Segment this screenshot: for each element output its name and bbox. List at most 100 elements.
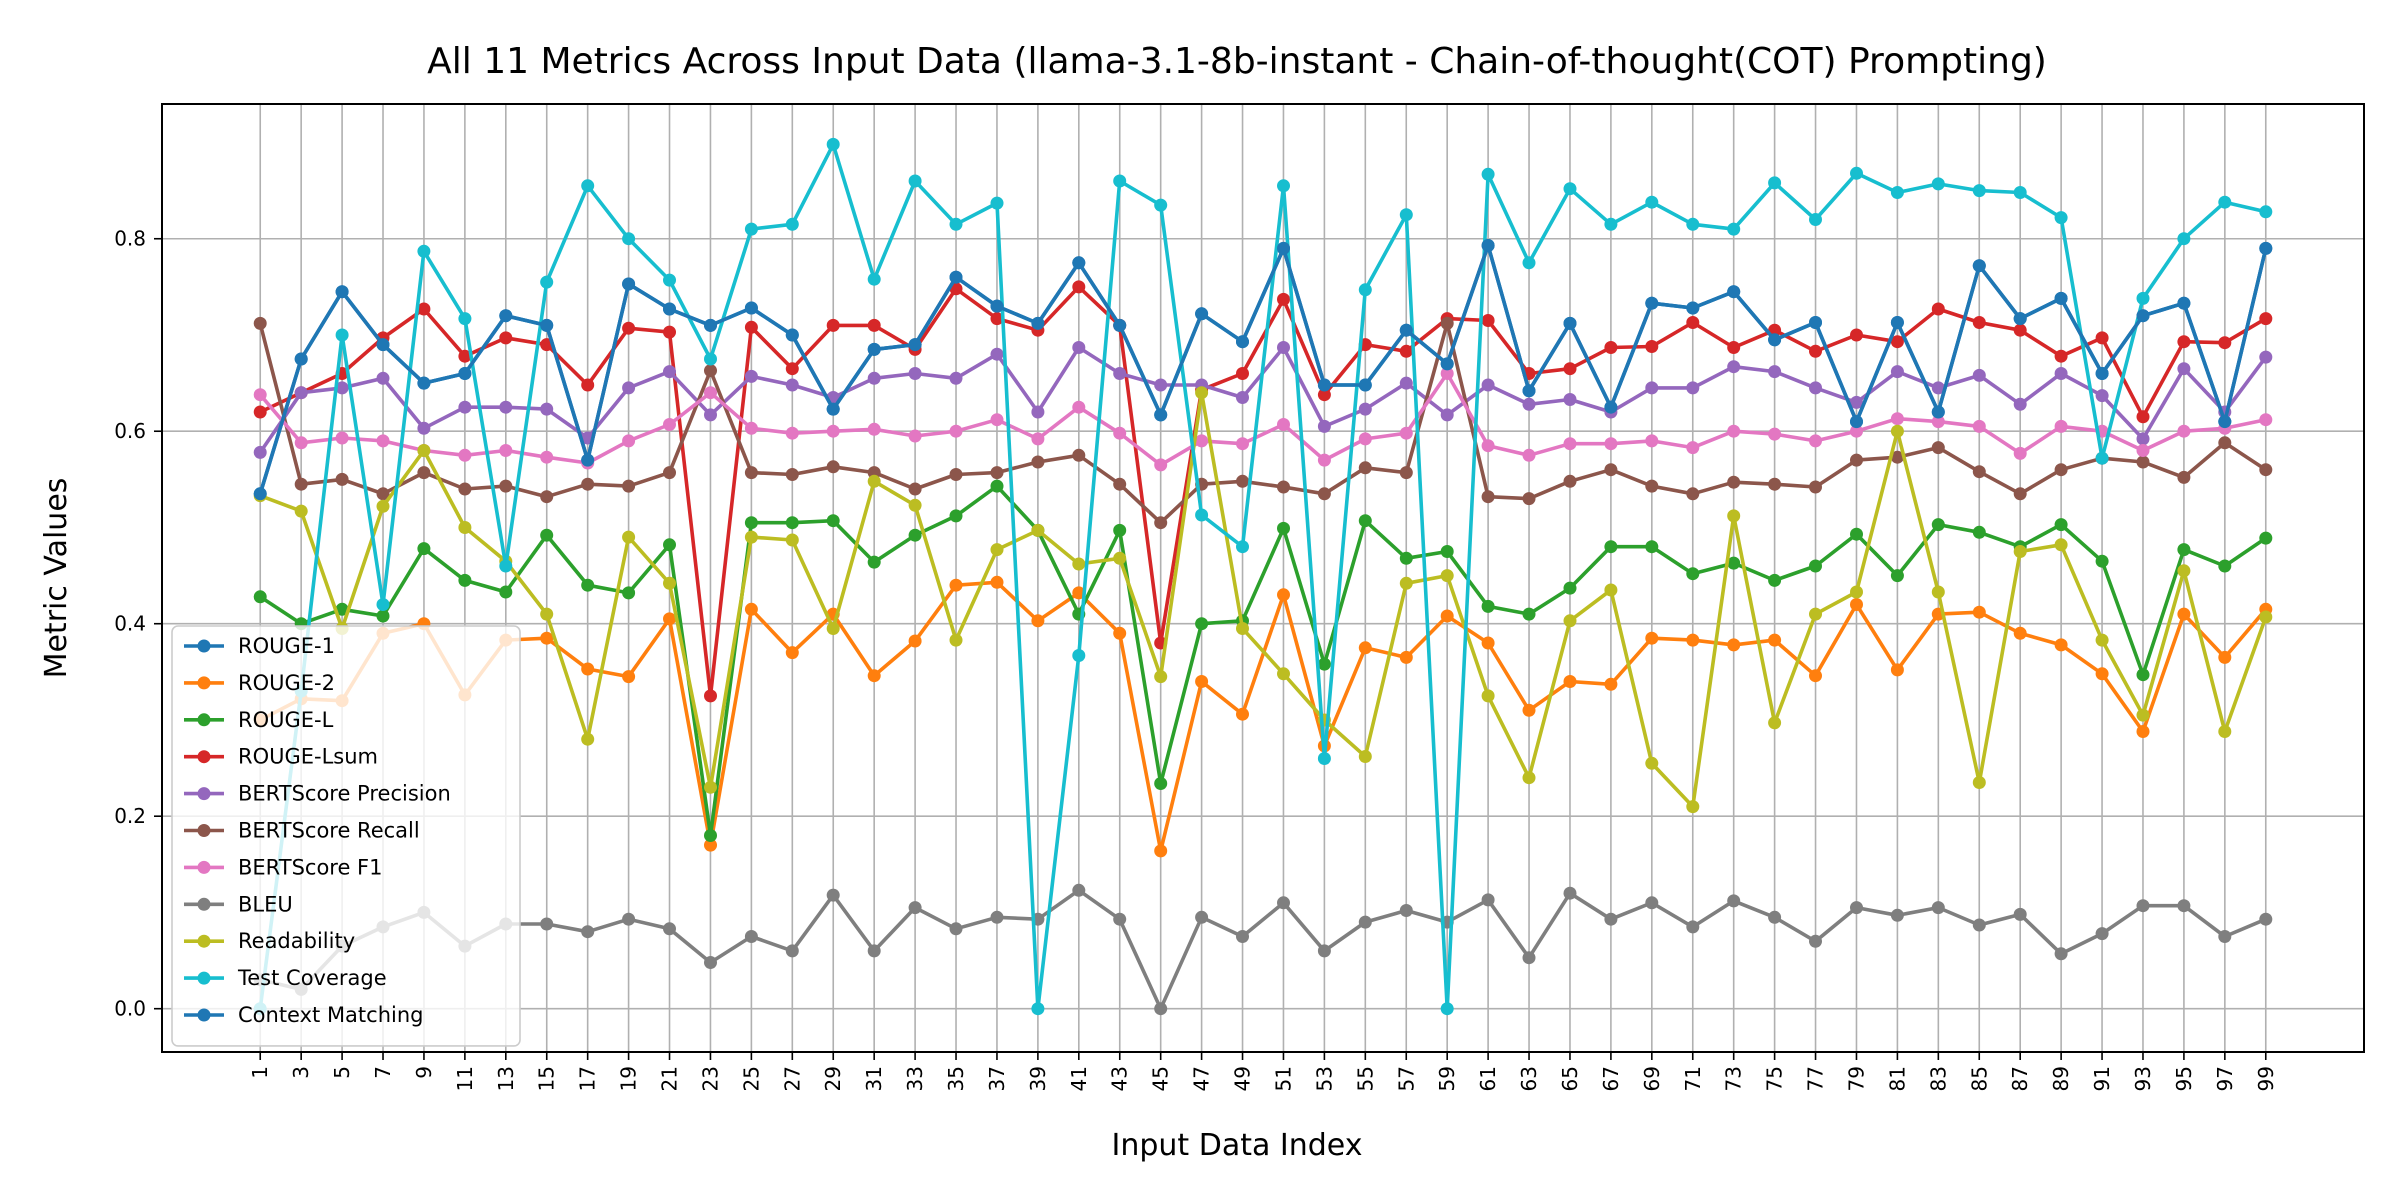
data-point [704,364,717,378]
data-point [2054,367,2068,380]
data-point [1113,551,1127,565]
data-point [2136,455,2150,469]
data-point [540,450,554,464]
data-point [2095,451,2109,465]
data-point [1931,585,1945,599]
data-point [540,528,554,542]
data-point [908,482,922,496]
legend-item: ROUGE-1 [184,634,335,658]
data-point [2177,543,2191,557]
data-point [663,576,676,590]
data-point [1399,208,1413,222]
data-point [1358,432,1372,446]
data-point [2013,487,2027,501]
data-point [826,514,840,528]
data-point [499,479,513,493]
data-point [1113,912,1127,926]
data-point [1972,316,1986,329]
data-point [2259,205,2273,219]
data-point [2136,410,2150,424]
data-point [1850,598,1863,611]
data-point [1809,559,1822,573]
legend-label: ROUGE-2 [238,671,335,695]
x-tick-label: 15 [535,1066,559,1091]
x-tick-label: 1 [248,1066,272,1079]
data-point [1399,466,1413,480]
data-point [2054,419,2068,433]
data-point [540,490,554,504]
data-point [1317,752,1331,765]
data-point [253,405,267,419]
data-point [2177,899,2191,913]
x-tick-label: 39 [1026,1066,1050,1091]
data-point [1604,677,1618,691]
data-point [990,466,1004,480]
data-point [1931,441,1945,455]
data-point [785,378,799,392]
data-point [2136,899,2150,913]
data-point [1890,908,1904,922]
data-point [2013,323,2027,337]
x-tick-label: 31 [862,1066,886,1091]
data-point [1358,461,1372,475]
data-point [2218,415,2232,429]
data-point [1686,633,1700,647]
data-point [1072,280,1086,294]
data-point [499,585,513,599]
data-point [1440,357,1454,371]
data-point [622,434,636,448]
y-axis-ticks: 0.0 0.2 0.4 0.6 0.8 [114,227,162,1021]
x-tick-label: 43 [1108,1066,1132,1091]
data-point [1686,800,1700,814]
x-tick-label: 23 [698,1066,722,1091]
data-point [826,622,840,635]
data-point [1236,622,1249,635]
x-tick-label: 47 [1190,1066,1214,1091]
x-tick-label: 53 [1312,1066,1336,1091]
data-point [2177,424,2191,438]
legend-swatch-marker [197,934,211,948]
data-point [908,634,922,648]
x-tick-label: 89 [2049,1066,2073,1091]
data-point [1809,434,1822,448]
data-point [1440,408,1454,422]
data-point [1195,434,1209,448]
data-point [1522,384,1536,398]
data-point [2177,232,2191,246]
data-point [1236,930,1249,943]
data-point [1563,614,1577,628]
data-point [2095,367,2109,380]
legend-label: BERTScore Recall [238,819,420,843]
data-point [2136,708,2150,722]
data-point [663,273,676,287]
x-tick-label: 67 [1599,1066,1623,1091]
data-point [1768,633,1782,647]
data-point [867,669,881,683]
data-point [1154,670,1168,684]
data-point [581,179,595,193]
data-point [2218,559,2232,573]
x-tick-label: 81 [1885,1066,1909,1091]
data-point [1481,167,1495,181]
legend-item: ROUGE-L [184,708,334,732]
plot-frame [161,103,2365,1053]
data-point [1850,395,1863,409]
data-point [2095,331,2109,345]
x-tick-label: 41 [1067,1066,1091,1091]
data-point [417,302,431,316]
data-point [2054,349,2068,363]
data-point [826,888,840,902]
data-point [1809,344,1822,358]
data-point [2095,554,2109,568]
data-point [1931,302,1945,316]
data-point [1850,527,1863,541]
data-point [663,365,676,379]
data-point [1809,480,1822,494]
data-point [1890,424,1904,438]
data-point [867,944,881,958]
data-point [540,607,554,621]
data-point [2259,610,2273,624]
data-point [1277,896,1290,910]
data-point [622,530,636,544]
legend-item: BLEU [184,892,293,916]
